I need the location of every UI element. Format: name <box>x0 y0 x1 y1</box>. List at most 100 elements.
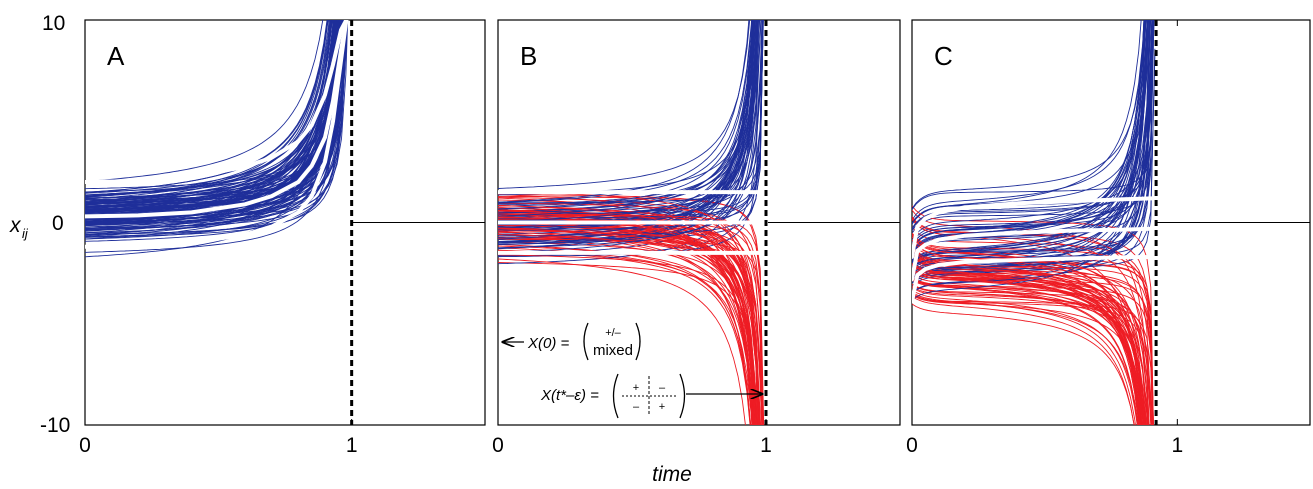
final-condition-annotation: X(t*–ε) = + – – + <box>540 373 762 419</box>
initial-condition-annotation: X(0) = +/– mixed <box>503 322 641 361</box>
positive-trajectory <box>912 20 1154 278</box>
negative-trajectory <box>498 227 756 425</box>
positive-trajectory <box>912 20 1153 259</box>
positive-trajectory <box>498 20 758 207</box>
panel-b: 0 1 B <box>492 19 901 457</box>
x-tick-label: 1 <box>346 434 358 457</box>
negative-trajectory <box>912 205 1154 425</box>
positive-trajectory <box>85 20 324 182</box>
y-axis-label: x ij <box>9 214 29 241</box>
positive-trajectory <box>912 20 1147 253</box>
positive-trajectory <box>85 20 341 230</box>
x-tick-label: 0 <box>79 434 91 457</box>
x-tick-label: 0 <box>492 434 504 457</box>
negative-trajectory <box>498 254 758 425</box>
negative-trajectory <box>912 289 1138 425</box>
positive-trajectory <box>85 20 335 211</box>
negative-trajectory <box>912 269 1141 425</box>
positive-trajectory <box>85 20 333 194</box>
matrix-cell: – <box>633 401 640 413</box>
positive-trajectory <box>498 20 753 217</box>
panel-letter-a: A <box>107 41 125 71</box>
initial-matrix-top: +/– <box>605 327 621 339</box>
x-axis-label: time <box>652 463 692 486</box>
y-tick-label: -10 <box>40 414 70 437</box>
negative-trajectory <box>912 295 1135 425</box>
positive-trajectory <box>498 20 759 214</box>
negative-trajectory <box>912 278 1138 425</box>
mean-curve <box>85 20 349 184</box>
x-tick-label: 0 <box>906 434 918 457</box>
negative-trajectory <box>498 231 752 425</box>
negative-trajectory <box>498 258 746 425</box>
positive-trajectory <box>912 20 1146 263</box>
positive-trajectory <box>912 20 1146 209</box>
x-tick-label: 1 <box>1171 434 1183 457</box>
panel-letter-b: B <box>520 41 537 71</box>
positive-trajectory <box>498 20 760 246</box>
negative-trajectory <box>912 277 1144 425</box>
positive-trajectory <box>912 20 1145 221</box>
trajectories <box>85 20 349 258</box>
positive-trajectory <box>498 20 755 254</box>
positive-trajectory <box>912 20 1153 280</box>
positive-trajectory <box>912 20 1147 301</box>
matrix-cell: + <box>633 382 639 394</box>
positive-trajectory <box>85 20 343 231</box>
matrix-cell: – <box>659 382 666 394</box>
negative-trajectory <box>498 210 760 425</box>
positive-trajectory <box>912 20 1146 268</box>
mean-curve <box>912 226 1159 282</box>
positive-trajectory <box>912 20 1145 249</box>
positive-trajectory <box>85 20 332 197</box>
left-paren <box>612 373 619 419</box>
negative-trajectory <box>912 291 1136 425</box>
x-tick-label: 1 <box>760 434 772 457</box>
negative-trajectory <box>912 265 1154 425</box>
y-tick-label: 10 <box>42 12 65 35</box>
mean-curve <box>85 20 349 249</box>
negative-trajectory <box>912 268 1143 425</box>
mean-curve <box>85 20 349 219</box>
positive-trajectory <box>912 20 1153 284</box>
negative-trajectory <box>912 270 1145 425</box>
positive-trajectory <box>85 20 336 207</box>
positive-trajectory <box>498 20 758 235</box>
positive-trajectory <box>498 20 750 203</box>
positive-trajectory <box>498 20 751 189</box>
left-paren <box>583 322 589 361</box>
positive-trajectory <box>498 20 755 228</box>
mean-curve <box>912 196 1159 259</box>
positive-trajectory <box>85 20 334 234</box>
negative-trajectory <box>912 265 1140 425</box>
initial-condition-label: X(0) = <box>527 335 570 352</box>
final-condition-label: X(t*–ε) = <box>540 387 599 404</box>
right-paren <box>679 373 686 419</box>
matrix-cell: + <box>659 401 665 413</box>
panel-letter-c: C <box>934 41 953 71</box>
positive-trajectory <box>85 20 339 200</box>
positive-trajectory <box>85 20 330 202</box>
positive-trajectory <box>498 20 755 222</box>
positive-trajectory <box>85 20 328 194</box>
negative-trajectory <box>912 240 1144 425</box>
positive-trajectory <box>498 20 764 204</box>
right-paren <box>635 322 641 361</box>
negative-trajectory <box>912 303 1135 425</box>
negative-trajectory <box>498 230 763 425</box>
negative-trajectory <box>912 276 1148 425</box>
negative-trajectory <box>498 194 764 425</box>
negative-trajectory <box>498 216 755 425</box>
panel-a: 0 1 A <box>79 19 486 457</box>
mean-curve <box>912 254 1159 304</box>
positive-trajectory <box>85 20 348 235</box>
positive-trajectory <box>85 20 348 229</box>
y-axis-label-main: x <box>9 214 22 237</box>
positive-trajectory <box>912 20 1154 261</box>
initial-matrix-bottom: mixed <box>593 342 633 359</box>
negative-trajectory <box>912 294 1145 425</box>
positive-trajectory <box>85 20 343 190</box>
positive-trajectory <box>498 20 759 249</box>
positive-trajectory <box>912 20 1149 224</box>
y-tick-label: 0 <box>52 212 64 235</box>
